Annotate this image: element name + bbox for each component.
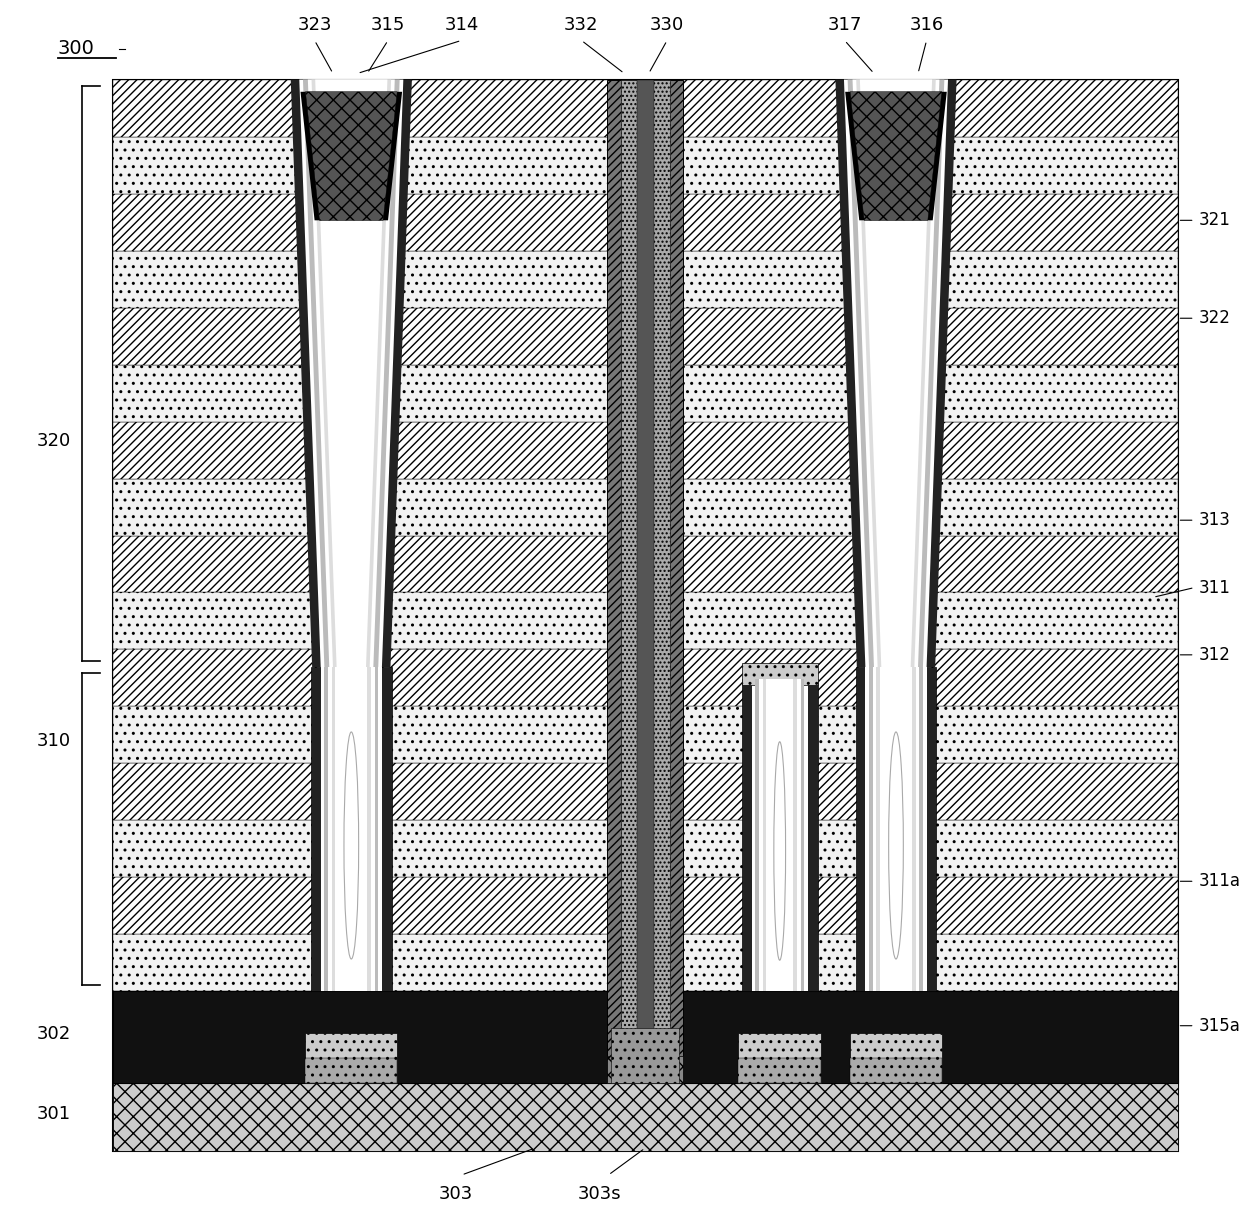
Bar bbox=[738, 1033, 821, 1083]
Polygon shape bbox=[305, 92, 397, 220]
Polygon shape bbox=[851, 92, 942, 220]
Bar bbox=[608, 1056, 683, 1083]
Bar bbox=[113, 934, 1178, 991]
Polygon shape bbox=[853, 80, 940, 667]
Bar bbox=[113, 991, 1178, 1083]
Bar bbox=[611, 1028, 680, 1083]
Bar bbox=[325, 667, 378, 991]
Ellipse shape bbox=[774, 742, 786, 960]
Polygon shape bbox=[315, 80, 387, 667]
Text: 320: 320 bbox=[37, 432, 71, 449]
Polygon shape bbox=[836, 80, 956, 667]
Bar bbox=[113, 137, 1178, 193]
Bar bbox=[751, 679, 808, 991]
Bar bbox=[608, 80, 683, 1083]
Bar bbox=[113, 193, 1178, 251]
Bar bbox=[113, 764, 1178, 820]
Text: 314: 314 bbox=[444, 16, 479, 34]
Polygon shape bbox=[844, 80, 949, 667]
Bar bbox=[305, 1033, 397, 1083]
Bar bbox=[113, 307, 1178, 365]
Text: 316: 316 bbox=[909, 16, 944, 34]
Polygon shape bbox=[303, 80, 399, 667]
Polygon shape bbox=[856, 80, 936, 667]
Text: 312: 312 bbox=[1198, 646, 1230, 663]
Bar bbox=[869, 667, 923, 991]
Bar bbox=[335, 667, 367, 991]
Text: 330: 330 bbox=[650, 16, 684, 34]
Bar bbox=[851, 1058, 942, 1083]
Bar bbox=[742, 663, 817, 685]
Bar bbox=[636, 80, 653, 1083]
Bar bbox=[113, 536, 1178, 592]
Ellipse shape bbox=[889, 732, 903, 960]
Bar bbox=[305, 1058, 397, 1083]
Polygon shape bbox=[308, 80, 394, 667]
Bar bbox=[766, 679, 794, 991]
Bar bbox=[738, 1058, 821, 1083]
Bar bbox=[113, 251, 1178, 307]
Text: 321: 321 bbox=[1198, 212, 1230, 229]
Bar bbox=[113, 592, 1178, 650]
Bar bbox=[866, 667, 926, 991]
Bar bbox=[332, 667, 371, 991]
Bar bbox=[311, 667, 392, 991]
Text: 323: 323 bbox=[298, 16, 332, 34]
Bar bbox=[755, 679, 805, 991]
Text: 311a: 311a bbox=[1198, 873, 1240, 890]
Bar bbox=[113, 365, 1178, 421]
Bar bbox=[877, 667, 915, 991]
Bar bbox=[113, 878, 1178, 934]
Text: 303s: 303s bbox=[578, 1185, 621, 1203]
Text: 317: 317 bbox=[827, 16, 862, 34]
Bar bbox=[856, 667, 936, 991]
Text: 322: 322 bbox=[1198, 310, 1230, 327]
Bar bbox=[113, 80, 1178, 137]
Bar bbox=[113, 479, 1178, 536]
Bar bbox=[763, 679, 797, 991]
Text: 311: 311 bbox=[1198, 579, 1230, 596]
Bar bbox=[321, 667, 382, 991]
Polygon shape bbox=[859, 80, 932, 667]
Text: 315: 315 bbox=[371, 16, 405, 34]
Polygon shape bbox=[290, 80, 412, 667]
Polygon shape bbox=[300, 92, 402, 220]
Ellipse shape bbox=[343, 732, 358, 960]
Bar bbox=[759, 679, 801, 991]
Text: 302: 302 bbox=[37, 1026, 71, 1043]
Bar bbox=[329, 667, 374, 991]
Bar bbox=[113, 650, 1178, 706]
Bar bbox=[880, 667, 911, 991]
Text: 301: 301 bbox=[37, 1105, 71, 1122]
Text: 313: 313 bbox=[1198, 512, 1230, 529]
Bar bbox=[113, 820, 1178, 878]
Bar bbox=[113, 706, 1178, 764]
Polygon shape bbox=[311, 80, 391, 667]
Text: 332: 332 bbox=[564, 16, 599, 34]
Text: 300: 300 bbox=[57, 39, 94, 59]
Polygon shape bbox=[846, 92, 947, 220]
Polygon shape bbox=[848, 80, 945, 667]
Bar bbox=[113, 80, 1178, 1151]
Bar bbox=[113, 1083, 1178, 1151]
Bar bbox=[851, 1033, 942, 1083]
Polygon shape bbox=[299, 80, 403, 667]
Text: 310: 310 bbox=[37, 732, 71, 749]
Bar bbox=[742, 679, 817, 991]
Bar bbox=[873, 667, 919, 991]
Bar bbox=[620, 80, 670, 1083]
Text: 315a: 315a bbox=[1198, 1017, 1240, 1034]
Text: 303: 303 bbox=[438, 1185, 472, 1203]
Bar bbox=[113, 421, 1178, 479]
